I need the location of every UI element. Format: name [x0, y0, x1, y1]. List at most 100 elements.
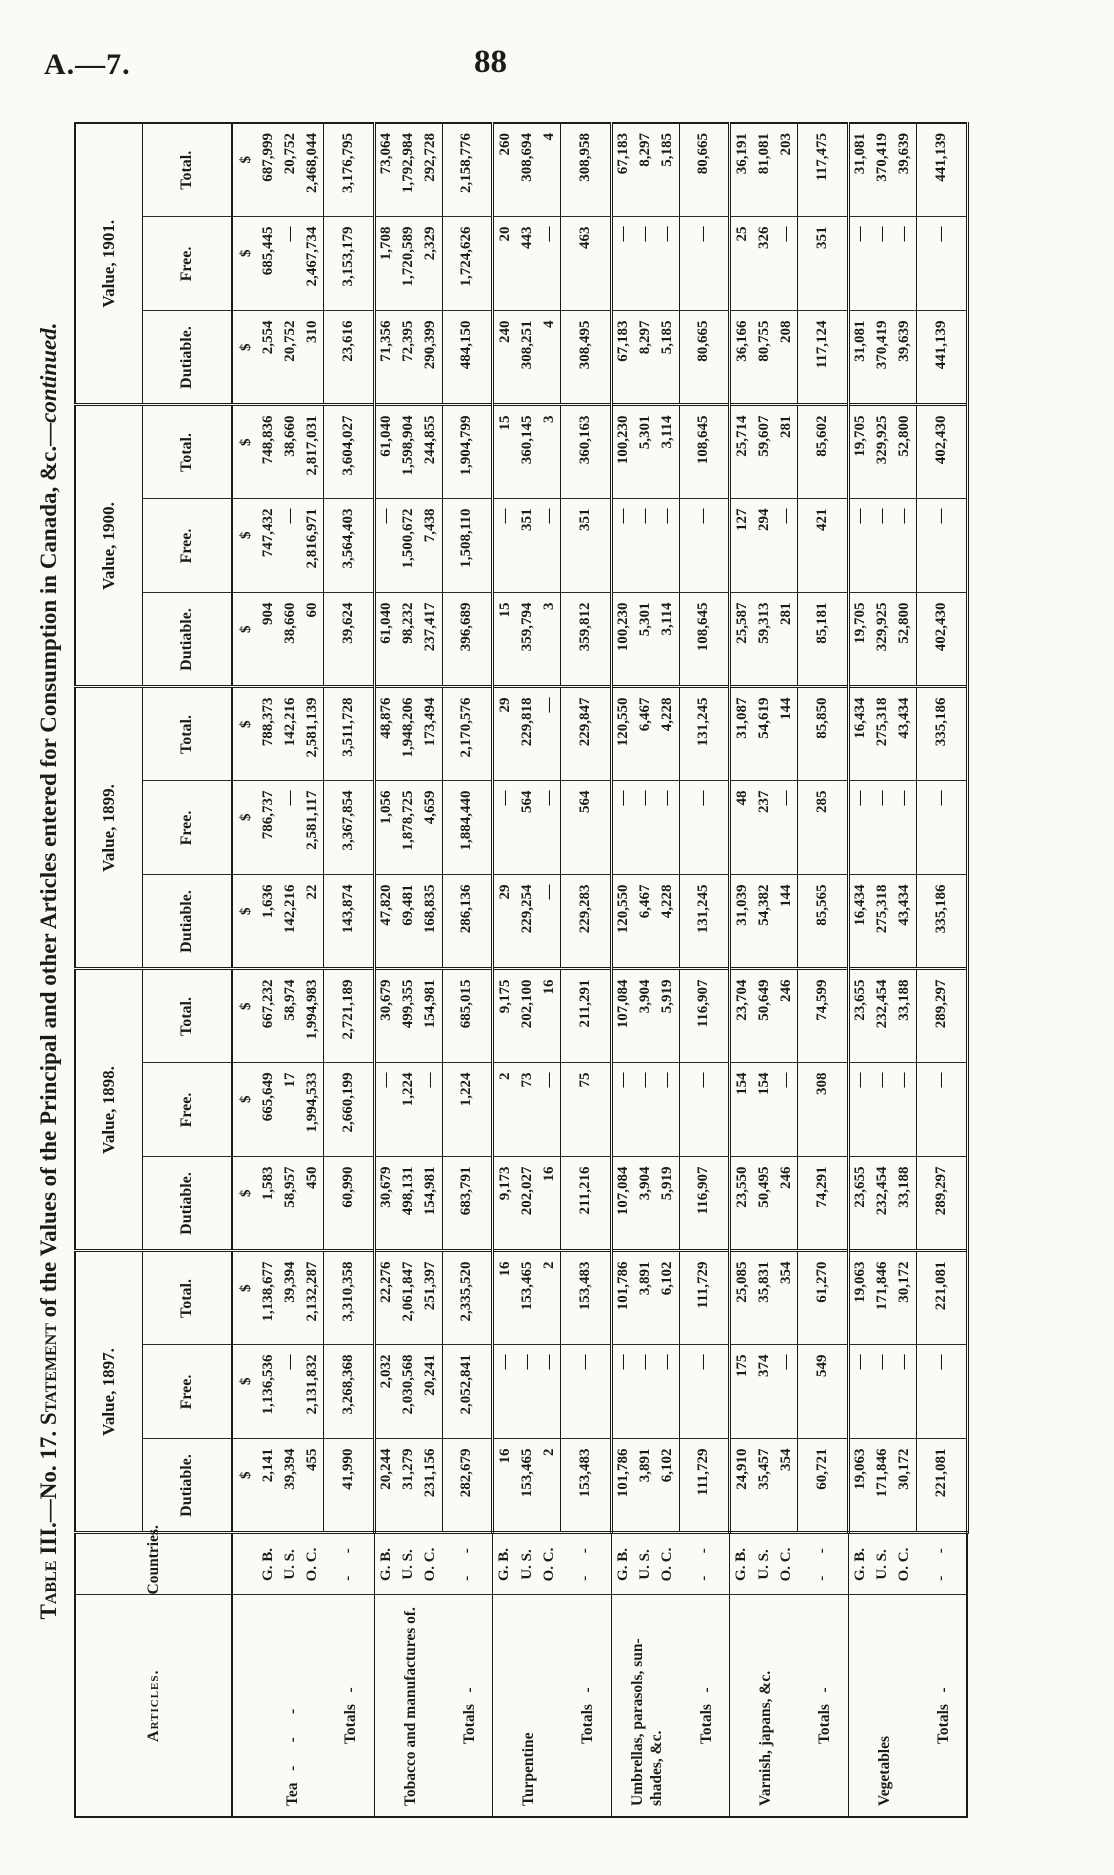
totals-value-cell: 685,015 [442, 969, 493, 1063]
article-label: Vegetables [875, 1735, 893, 1806]
value-cell: 9,175 [492, 969, 516, 1063]
value-cell: 1,636 [257, 875, 279, 969]
title-number: III.—No. 17. [36, 1425, 61, 1561]
currency-symbol: $ [232, 875, 257, 969]
value-cell: 15 [492, 593, 516, 687]
totals-label-cell: Totals - [560, 1595, 611, 1817]
totals-value-cell: 308 [797, 1063, 848, 1157]
totals-value-cell: 111,729 [679, 1439, 730, 1533]
value-cell: 31,087 [729, 687, 753, 781]
value-cell: — [611, 1063, 635, 1157]
totals-value-cell: 289,297 [916, 969, 967, 1063]
country-cell: O. C. [419, 1533, 442, 1595]
totals-value-cell: 2,052,841 [442, 1345, 493, 1439]
value-cell: — [775, 1345, 798, 1439]
totals-value-cell: 289,297 [916, 1157, 967, 1251]
value-cell: — [611, 781, 635, 875]
totals-value-cell: 351 [797, 217, 848, 311]
totals-value-cell: 211,291 [560, 969, 611, 1063]
value-cell: 127 [729, 499, 753, 593]
value-cell: 61,040 [374, 593, 398, 687]
value-cell: 360,145 [516, 405, 538, 499]
value-cell: 153,465 [516, 1251, 538, 1345]
article-label: Tobacco and manufactures of. [401, 1607, 419, 1806]
article-label: Umbrellas, parasols, sun-shades, &c. [629, 1638, 666, 1806]
value-cell: — [634, 499, 657, 593]
value-cell: 4,659 [419, 781, 442, 875]
totals-label: Totals [816, 1704, 833, 1744]
totals-value-cell: 2,721,189 [323, 969, 374, 1063]
value-cell: — [848, 217, 872, 311]
country-cell: O. C. [656, 1533, 679, 1595]
value-cell: 240 [492, 311, 516, 405]
totals-value-cell: 441,139 [916, 122, 967, 217]
totals-value-cell: 359,812 [560, 593, 611, 687]
totals-value-cell: — [679, 781, 730, 875]
rotated-table-inner: Table III.—No. 17. Statement of the Valu… [36, 118, 984, 1818]
value-cell: 232,454 [871, 969, 894, 1063]
country-cell [232, 1533, 257, 1595]
value-cell: — [848, 781, 872, 875]
value-cell: 175 [729, 1345, 753, 1439]
value-cell: 144 [775, 875, 798, 969]
value-cell: — [656, 1063, 679, 1157]
value-cell: 1,708 [374, 217, 398, 311]
value-cell: — [893, 217, 916, 311]
totals-value-cell: 683,791 [442, 1157, 493, 1251]
value-cell: 30,679 [374, 1157, 398, 1251]
article-cell: Vegetables [848, 1595, 916, 1817]
value-cell: 281 [775, 593, 798, 687]
currency-symbol: $ [232, 1439, 257, 1533]
currency-symbol: $ [232, 499, 257, 593]
value-cell: 50,649 [753, 969, 775, 1063]
value-cell: 1,500,672 [397, 499, 420, 593]
value-cell: 1,056 [374, 781, 398, 875]
article-cell: Turpentine [493, 1595, 561, 1817]
subcol-free-1899: Free. [142, 781, 232, 875]
totals-value-cell: 1,884,440 [442, 781, 493, 875]
totals-value-cell: 2,660,199 [323, 1063, 374, 1157]
totals-value-cell: 85,850 [797, 687, 848, 781]
value-cell: 5,301 [634, 593, 657, 687]
subcol-total-1901: Total. [142, 122, 232, 217]
totals-value-cell: 351 [560, 499, 611, 593]
value-cell: 2,032 [374, 1345, 398, 1439]
value-cell: 168,835 [419, 875, 442, 969]
value-cell: 202,100 [516, 969, 538, 1063]
value-cell: 58,957 [279, 1157, 301, 1251]
totals-value-cell: — [916, 217, 967, 311]
value-cell: 450 [301, 1157, 324, 1251]
currency-symbol: $ [232, 687, 257, 781]
value-cell: 100,230 [611, 593, 635, 687]
value-cell: — [538, 1063, 561, 1157]
value-cell: 120,550 [611, 687, 635, 781]
totals-value-cell: 229,847 [560, 687, 611, 781]
currency-symbol: $ [232, 1345, 257, 1439]
country-cell: O. C. [538, 1533, 561, 1595]
value-cell: 47,820 [374, 875, 398, 969]
article-cell: Tea - - - [257, 1595, 324, 1817]
value-cell: 5,919 [656, 1157, 679, 1251]
year-header-1897: Value, 1897. [75, 1251, 143, 1533]
value-cell: 31,081 [848, 122, 872, 217]
value-cell: 3 [538, 405, 561, 499]
year-header-1900: Value, 1900. [75, 405, 143, 687]
value-cell: — [279, 781, 301, 875]
value-cell: — [538, 687, 561, 781]
totals-value-cell: 402,430 [916, 593, 967, 687]
value-cell: 3 [538, 593, 561, 687]
totals-value-cell: 3,153,179 [323, 217, 374, 311]
value-cell: 3,891 [634, 1251, 657, 1345]
value-cell: — [893, 1345, 916, 1439]
article-cell: Varnish, japans, &c. [730, 1595, 798, 1817]
value-cell: 3,114 [656, 405, 679, 499]
totals-value-cell: 2,158,776 [442, 122, 493, 217]
value-cell: — [374, 1063, 398, 1157]
totals-value-cell: 463 [560, 217, 611, 311]
value-cell: 246 [775, 969, 798, 1063]
value-cell: 281 [775, 405, 798, 499]
value-cell: 498,131 [397, 1157, 420, 1251]
value-cell: 1,878,725 [397, 781, 420, 875]
value-cell: 292,728 [419, 122, 442, 217]
value-cell: 1,994,533 [301, 1063, 324, 1157]
